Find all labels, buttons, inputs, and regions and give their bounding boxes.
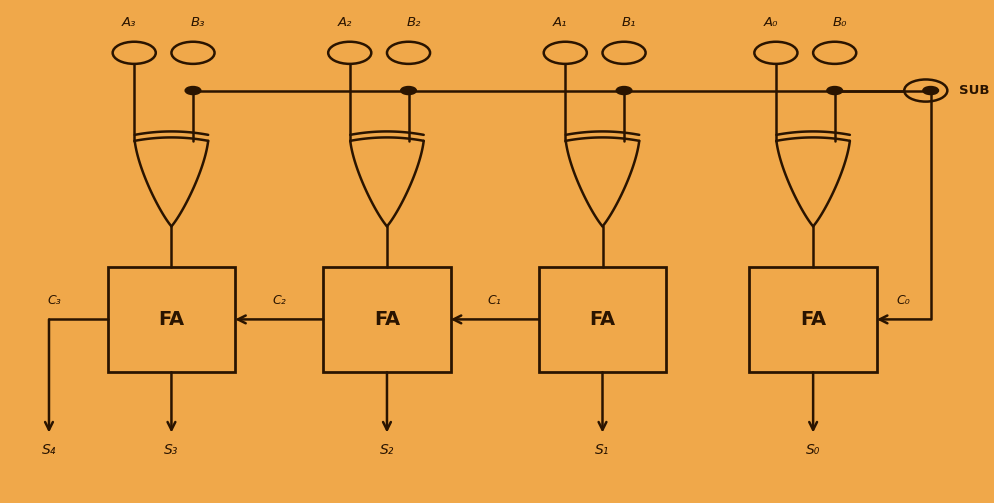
Bar — [323, 267, 450, 372]
Text: S₀: S₀ — [806, 443, 820, 457]
Text: C₀: C₀ — [897, 294, 911, 307]
Text: C₁: C₁ — [488, 294, 502, 307]
Circle shape — [616, 87, 632, 95]
Circle shape — [922, 87, 938, 95]
Bar — [107, 267, 236, 372]
Text: A₀: A₀ — [763, 16, 778, 29]
Circle shape — [827, 87, 843, 95]
Text: S₂: S₂ — [380, 443, 395, 457]
Text: B₁: B₁ — [621, 16, 636, 29]
Bar — [539, 267, 666, 372]
Text: A₁: A₁ — [553, 16, 568, 29]
Text: B₀: B₀ — [832, 16, 847, 29]
Text: S₁: S₁ — [595, 443, 609, 457]
Text: FA: FA — [374, 310, 400, 329]
Text: C₂: C₂ — [272, 294, 286, 307]
Text: SUB: SUB — [959, 84, 990, 97]
Text: C₃: C₃ — [47, 294, 61, 307]
Text: B₃: B₃ — [191, 16, 205, 29]
Text: A₂: A₂ — [338, 16, 352, 29]
Text: S₄: S₄ — [42, 443, 57, 457]
Bar — [749, 267, 877, 372]
Circle shape — [185, 87, 201, 95]
Circle shape — [401, 87, 416, 95]
Text: B₂: B₂ — [407, 16, 420, 29]
Text: FA: FA — [158, 310, 185, 329]
Text: FA: FA — [589, 310, 615, 329]
Text: FA: FA — [800, 310, 826, 329]
Text: A₃: A₃ — [122, 16, 136, 29]
Text: S₃: S₃ — [164, 443, 179, 457]
